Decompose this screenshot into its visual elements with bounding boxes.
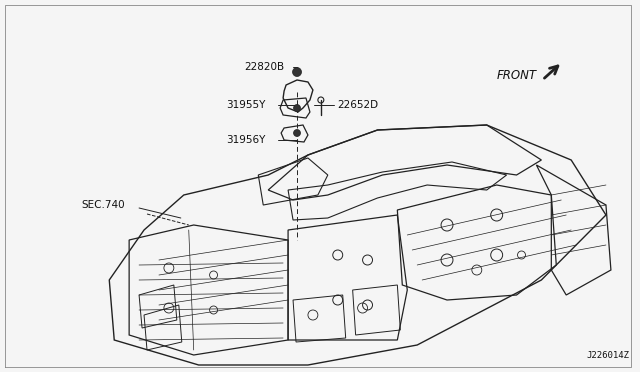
Text: J226014Z: J226014Z <box>586 350 629 359</box>
Text: FRONT: FRONT <box>497 68 537 81</box>
Text: 31955Y: 31955Y <box>227 100 266 110</box>
Circle shape <box>294 129 301 137</box>
Text: 31956Y: 31956Y <box>227 135 266 145</box>
Circle shape <box>292 67 301 77</box>
Circle shape <box>294 105 301 112</box>
Text: 22820B: 22820B <box>244 62 285 72</box>
Text: SEC.740: SEC.740 <box>81 200 125 210</box>
Text: 22652D: 22652D <box>338 100 379 110</box>
